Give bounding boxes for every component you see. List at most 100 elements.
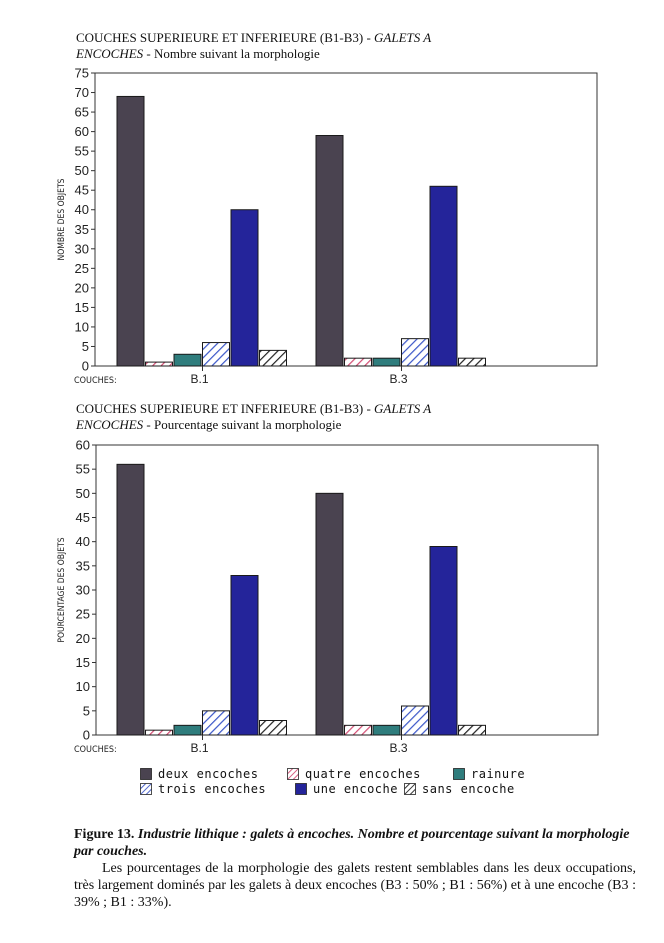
chart-2-title-plain: COUCHES SUPERIEURE ET INFERIEURE (B1-B3)… bbox=[76, 401, 375, 416]
y-tick-label: 20 bbox=[76, 631, 90, 646]
legend-swatch-rainure bbox=[453, 768, 465, 780]
bar-quatre-encoches-b-1 bbox=[145, 729, 173, 736]
legend-swatch-fill bbox=[140, 768, 152, 780]
y-tick-label: 40 bbox=[76, 534, 90, 549]
bar-une-encoche-b-1 bbox=[230, 575, 259, 736]
y-tick-label: 5 bbox=[83, 703, 90, 718]
y-tick-label: 30 bbox=[75, 241, 89, 256]
bar-une-encoche-b-3 bbox=[429, 185, 458, 367]
y-tick-label: 35 bbox=[75, 222, 89, 237]
legend-swatch-fill bbox=[140, 783, 152, 795]
y-axis-label: POURCENTAGE DES OBJETS bbox=[57, 537, 67, 642]
legend-label: deux encoches bbox=[158, 767, 259, 781]
y-tick-label: 35 bbox=[76, 558, 90, 573]
chart-2-title: COUCHES SUPERIEURE ET INFERIEURE (B1-B3)… bbox=[76, 401, 431, 433]
chart-1-title-italic: GALETS A bbox=[374, 30, 432, 45]
y-tick-label: 45 bbox=[76, 510, 90, 525]
chart-1-subtitle-italic: ENCOCHES bbox=[76, 46, 144, 61]
bar-trois-encoches-b-1 bbox=[202, 710, 230, 736]
bar-rainure-b-3 bbox=[372, 724, 401, 736]
y-tick-label: 60 bbox=[76, 438, 90, 453]
bar-trois-encoches-b-3 bbox=[401, 705, 429, 736]
bar-quatre-encoches-b-3 bbox=[344, 357, 372, 367]
legend-swatch-fill bbox=[453, 768, 465, 780]
y-tick-label: 15 bbox=[75, 300, 89, 315]
bar-deux-encoches-b-3 bbox=[315, 135, 344, 367]
figure-caption: Figure 13. Industrie lithique : galets à… bbox=[74, 826, 636, 911]
bar-sans-encoche-b-3 bbox=[458, 357, 486, 367]
y-tick-label: 75 bbox=[75, 66, 89, 81]
legend-swatch-fill bbox=[287, 768, 299, 780]
y-axis-label: NOMBRE DES OBJETS bbox=[57, 178, 67, 260]
y-tick-label: 65 bbox=[75, 105, 89, 120]
bar-deux-encoches-b-1 bbox=[116, 463, 145, 736]
y-tick-label: 60 bbox=[75, 124, 89, 139]
plot-frame bbox=[95, 444, 599, 736]
x-axis-label: COUCHES: bbox=[74, 376, 117, 386]
y-tick-label: 25 bbox=[75, 261, 89, 276]
caption-sep: . bbox=[130, 827, 138, 842]
y-tick-label: 55 bbox=[76, 462, 90, 477]
caption-body: Les pourcentages de la morphologie des g… bbox=[74, 861, 636, 910]
caption-heading-text: Industrie lithique : galets à encoches. … bbox=[74, 827, 630, 859]
y-tick-label: 50 bbox=[75, 163, 89, 178]
y-tick-label: 15 bbox=[76, 655, 90, 670]
legend-label: rainure bbox=[471, 767, 526, 781]
legend-swatch-fill bbox=[404, 783, 416, 795]
chart-1-title-plain: COUCHES SUPERIEURE ET INFERIEURE (B1-B3)… bbox=[76, 30, 375, 45]
legend-item-rainure: rainure bbox=[453, 767, 525, 781]
bar-rainure-b-1 bbox=[173, 353, 202, 367]
y-tick-label: 40 bbox=[75, 202, 89, 217]
y-tick-label: 55 bbox=[75, 144, 89, 159]
chart-1-title: COUCHES SUPERIEURE ET INFERIEURE (B1-B3)… bbox=[76, 30, 431, 62]
chart-1-subtitle-plain: - Nombre suivant la morphologie bbox=[143, 46, 320, 61]
y-tick-label: 70 bbox=[75, 85, 89, 100]
legend-item-deux-encoches: deux encoches bbox=[140, 767, 258, 781]
bar-trois-encoches-b-3 bbox=[401, 338, 429, 367]
chart-2-subtitle-italic: ENCOCHES bbox=[76, 417, 144, 432]
y-tick-label: 45 bbox=[75, 183, 89, 198]
chart-2-title-italic: GALETS A bbox=[374, 401, 432, 416]
legend-swatch-deux-encoches bbox=[140, 768, 152, 780]
bar-quatre-encoches-b-3 bbox=[344, 724, 372, 736]
y-tick-label: 30 bbox=[76, 583, 90, 598]
bar-une-encoche-b-3 bbox=[429, 546, 458, 736]
y-tick-label: 50 bbox=[76, 486, 90, 501]
legend-swatch-fill bbox=[295, 783, 307, 795]
legend-label: sans encoche bbox=[422, 782, 515, 796]
legend-item-quatre-encoches: quatre encoches bbox=[287, 767, 421, 781]
y-tick-label: 0 bbox=[83, 728, 90, 743]
legend-swatch-une-encoche bbox=[295, 783, 307, 795]
x-tick-label: B.3 bbox=[389, 741, 407, 755]
legend-swatch-sans-encoche bbox=[404, 783, 416, 795]
caption-figure-number: Figure 13 bbox=[74, 827, 131, 842]
y-tick-label: 10 bbox=[76, 679, 90, 694]
bar-sans-encoche-b-1 bbox=[259, 720, 287, 736]
bar-deux-encoches-b-3 bbox=[315, 492, 344, 736]
legend-item-une-encoche: une encoche bbox=[295, 782, 398, 796]
y-tick-label: 25 bbox=[76, 607, 90, 622]
legend-swatch-trois-encoches bbox=[140, 783, 152, 795]
y-tick-label: 5 bbox=[82, 339, 89, 354]
legend-label: trois encoches bbox=[158, 782, 267, 796]
bar-sans-encoche-b-3 bbox=[458, 724, 486, 736]
x-tick-label: B.3 bbox=[389, 372, 407, 386]
y-tick-label: 10 bbox=[75, 319, 89, 334]
chart-2-subtitle-plain: - Pourcentage suivant la morphologie bbox=[143, 417, 342, 432]
legend-swatch-quatre-encoches bbox=[287, 768, 299, 780]
caption-heading: Figure 13. Industrie lithique : galets à… bbox=[74, 826, 636, 860]
legend-item-sans-encoche: sans encoche bbox=[404, 782, 515, 796]
bar-trois-encoches-b-1 bbox=[202, 342, 230, 367]
y-tick-label: 20 bbox=[75, 280, 89, 295]
bar-deux-encoches-b-1 bbox=[116, 95, 145, 367]
x-axis-label: COUCHES: bbox=[74, 745, 117, 755]
legend-item-trois-encoches: trois encoches bbox=[140, 782, 266, 796]
bar-sans-encoche-b-1 bbox=[259, 349, 287, 367]
legend-label: quatre encoches bbox=[305, 767, 421, 781]
bar-rainure-b-3 bbox=[372, 357, 401, 367]
x-tick-label: B.1 bbox=[190, 372, 208, 386]
y-tick-label: 0 bbox=[82, 359, 89, 374]
bar-une-encoche-b-1 bbox=[230, 209, 259, 367]
plot-frame bbox=[94, 72, 598, 367]
bar-rainure-b-1 bbox=[173, 724, 202, 736]
